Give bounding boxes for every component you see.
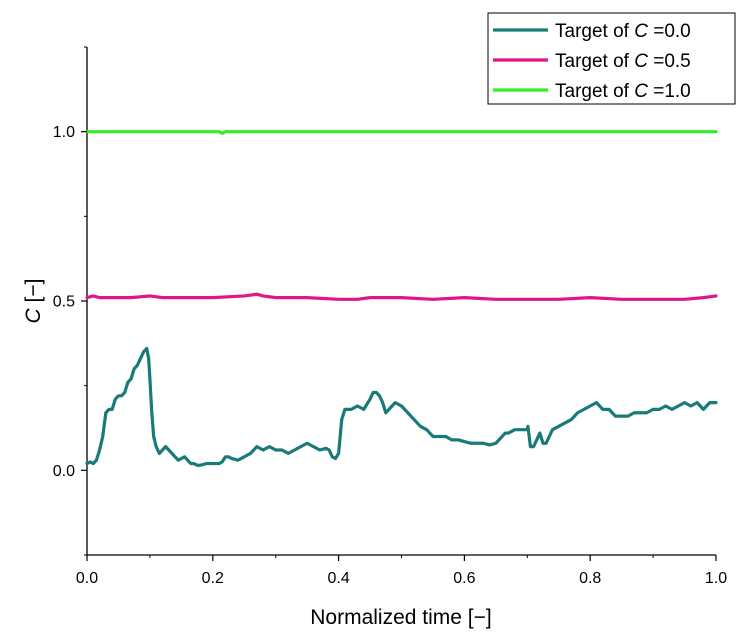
- legend-label-c0: Target of C =0.0: [555, 21, 691, 42]
- x-tick-label: 0.0: [76, 570, 98, 587]
- x-ticks: 0.0 0.2 0.4 0.6 0.8 1.0: [76, 555, 727, 587]
- y-axis-title: C [−]: [22, 279, 45, 324]
- y-tick-label: 0.0: [53, 463, 75, 480]
- series-line-c05: [85, 292, 718, 301]
- series-line-c1: [85, 130, 718, 135]
- legend: Target of C =0.0 Target of C =0.5 Target…: [487, 12, 736, 105]
- legend-label-c1: Target of C =1.0: [555, 81, 691, 102]
- x-axis-title: Normalized time [−]: [310, 606, 491, 629]
- legend-entry-c05: Target of C =0.5: [493, 51, 691, 72]
- legend-entry-c1: Target of C =1.0: [493, 81, 691, 102]
- series-line-c0: [85, 346, 718, 467]
- x-tick-label: 0.8: [579, 570, 601, 587]
- y-axis-unit: [−]: [22, 279, 45, 309]
- legend-label-c05: Target of C =0.5: [555, 51, 691, 72]
- y-tick-label: 0.5: [53, 294, 75, 311]
- y-axis-symbol: C: [22, 307, 45, 323]
- x-tick-label: 1.0: [705, 570, 727, 587]
- x-tick-label: 0.2: [202, 570, 224, 587]
- x-tick-label: 0.6: [453, 570, 475, 587]
- y-tick-label: 1.0: [53, 124, 75, 141]
- plot-area: 0.0 0.5 1.0 0.0 0.2 0.4 0.6 0.8 1.0: [53, 46, 727, 587]
- legend-entry-c0: Target of C =0.0: [493, 21, 691, 42]
- y-ticks: 0.0 0.5 1.0: [53, 46, 87, 556]
- series-group: [85, 130, 718, 467]
- x-tick-label: 0.4: [327, 570, 349, 587]
